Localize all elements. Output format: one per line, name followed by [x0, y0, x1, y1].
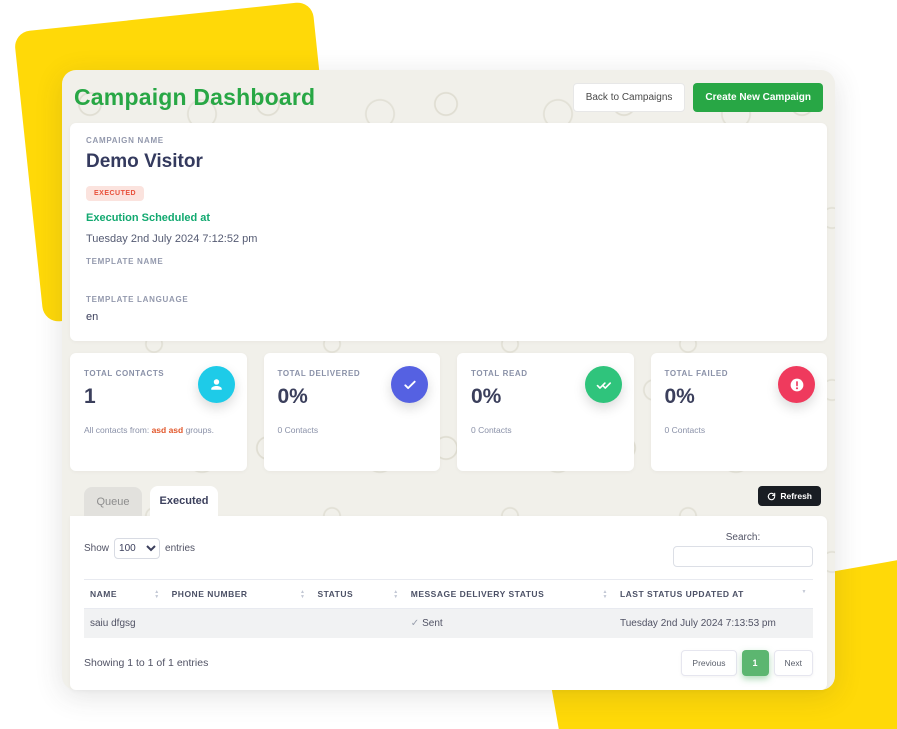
column-label: STATUS [317, 589, 354, 599]
template-name-label: TEMPLATE NAME [86, 257, 164, 266]
stats-row: TOTAL CONTACTS 1 All contacts from: asd … [70, 353, 827, 471]
stat-value: 0% [277, 385, 308, 408]
sort-icon: ▲ ▼ [602, 589, 608, 600]
search-label: Search: [725, 532, 761, 543]
stat-label: TOTAL DELIVERED [277, 369, 361, 378]
dashboard-header: Campaign Dashboard Back to Campaigns Cre… [62, 70, 835, 123]
stat-footer: All contacts from: asd asd groups. [84, 425, 233, 435]
stat-footer-groups: asd asd [151, 425, 184, 435]
column-header-last-status-updated-at[interactable]: LAST STATUS UPDATED AT ▼ [613, 579, 813, 609]
stat-label: TOTAL READ [471, 369, 528, 378]
execution-scheduled-label: Execution Scheduled at [86, 212, 211, 224]
current-page-button[interactable]: 1 [741, 650, 769, 676]
sort-icon: ▲ ▼ [393, 589, 399, 600]
table-header-row: NAME ▲ ▼ PHONE NUMBER ▲ ▼ STATUS ▲ ▼ MESSAGE D… [84, 579, 813, 609]
stat-footer: 0 Contacts [664, 425, 706, 435]
execution-time-value: Tuesday 2nd July 2024 7:12:52 pm [86, 233, 258, 245]
status-badge: EXECUTED [86, 186, 145, 201]
page-size-select[interactable]: 100 [114, 538, 161, 559]
stat-label: TOTAL FAILED [664, 369, 729, 378]
exclamation-icon [778, 366, 815, 403]
table-row[interactable]: saiu dfgsg ✓ Sent Tuesday 2nd July 2024 7… [84, 608, 813, 638]
refresh-label: Refresh [780, 491, 812, 501]
refresh-icon [767, 492, 776, 501]
campaign-name-label: CAMPAIGN NAME [86, 136, 164, 145]
page-size-control: Show 100 entries [84, 538, 195, 559]
column-header-status[interactable]: STATUS ▲ ▼ [311, 579, 405, 609]
user-icon [197, 366, 235, 403]
column-label: MESSAGE DELIVERY STATUS [410, 589, 545, 599]
template-language-value: en [86, 311, 99, 323]
tab-queue[interactable]: Queue [84, 487, 142, 516]
refresh-button[interactable]: Refresh [758, 486, 821, 506]
stat-footer-prefix: All contacts from: [84, 425, 152, 435]
sort-down-icon: ▼ [801, 589, 807, 595]
column-header-phone-number[interactable]: PHONE NUMBER ▲ ▼ [165, 579, 312, 609]
stat-value: 0% [471, 385, 502, 408]
sort-icon: ▲ ▼ [299, 589, 306, 600]
header-buttons: Back to Campaigns Create New Campaign [572, 83, 823, 112]
cell-message-delivery-status: ✓ Sent [404, 608, 614, 638]
template-language-label: TEMPLATE LANGUAGE [86, 295, 189, 304]
next-page-button[interactable]: Next [773, 650, 813, 676]
stat-card-total-read: TOTAL READ 0% 0 Contacts [457, 353, 634, 471]
executed-table-panel: Show 100 entries Search: NAME ▲ ▼ [70, 516, 827, 690]
cell-last-status-updated-at: Tuesday 2nd July 2024 7:13:53 pm [613, 608, 813, 638]
stat-footer: 0 Contacts [277, 425, 319, 435]
executed-contacts-table: NAME ▲ ▼ PHONE NUMBER ▲ ▼ STATUS ▲ ▼ MESSAGE D… [84, 579, 813, 638]
pagination: Previous 1 Next [681, 650, 813, 676]
column-label: NAME [90, 589, 118, 599]
previous-page-button[interactable]: Previous [681, 650, 737, 676]
column-header-message-delivery-status[interactable]: MESSAGE DELIVERY STATUS ▲ ▼ [404, 579, 614, 609]
template-name-value [86, 266, 811, 295]
table-footer: Showing 1 to 1 of 1 entries Previous 1 N… [84, 650, 813, 676]
stat-footer-suffix: groups. [183, 425, 214, 435]
sort-icon: ▲ ▼ [154, 589, 160, 600]
column-label: PHONE NUMBER [171, 589, 248, 599]
sent-check-icon: ✓ [410, 618, 420, 629]
check-icon [391, 366, 428, 403]
cell-name: saiu dfgsg [84, 608, 166, 638]
entries-summary: Showing 1 to 1 of 1 entries [84, 657, 209, 669]
tabs-row: Queue Executed Refresh [70, 486, 827, 516]
campaign-info-card: CAMPAIGN NAME Demo Visitor EXECUTED Exec… [70, 123, 827, 341]
stat-value: 1 [84, 385, 96, 408]
dashboard-card: Campaign Dashboard Back to Campaigns Cre… [62, 70, 835, 690]
cell-phone-number [165, 608, 312, 638]
stat-card-total-contacts: TOTAL CONTACTS 1 All contacts from: asd … [70, 353, 247, 471]
stat-footer: 0 Contacts [471, 425, 512, 435]
show-label: Show [84, 543, 110, 554]
search-control: Search: [673, 532, 813, 567]
table-controls: Show 100 entries Search: [84, 532, 813, 567]
double-check-icon [584, 366, 622, 403]
stat-value: 0% [664, 385, 695, 408]
column-label: LAST STATUS UPDATED AT [619, 589, 744, 599]
stat-label: TOTAL CONTACTS [84, 369, 165, 378]
entries-label: entries [165, 543, 196, 554]
stat-card-total-delivered: TOTAL DELIVERED 0% 0 Contacts [263, 353, 440, 471]
stat-card-total-failed: TOTAL FAILED 0% 0 Contacts [650, 353, 827, 471]
column-header-name[interactable]: NAME ▲ ▼ [84, 579, 166, 609]
create-new-campaign-button[interactable]: Create New Campaign [693, 83, 823, 112]
search-input[interactable] [673, 546, 813, 567]
back-to-campaigns-button[interactable]: Back to Campaigns [572, 83, 686, 112]
tab-executed[interactable]: Executed [150, 486, 218, 516]
page-title: Campaign Dashboard [74, 84, 316, 110]
campaign-name-value: Demo Visitor [86, 151, 203, 172]
delivery-status-text: Sent [422, 618, 443, 629]
cell-status [311, 608, 405, 638]
